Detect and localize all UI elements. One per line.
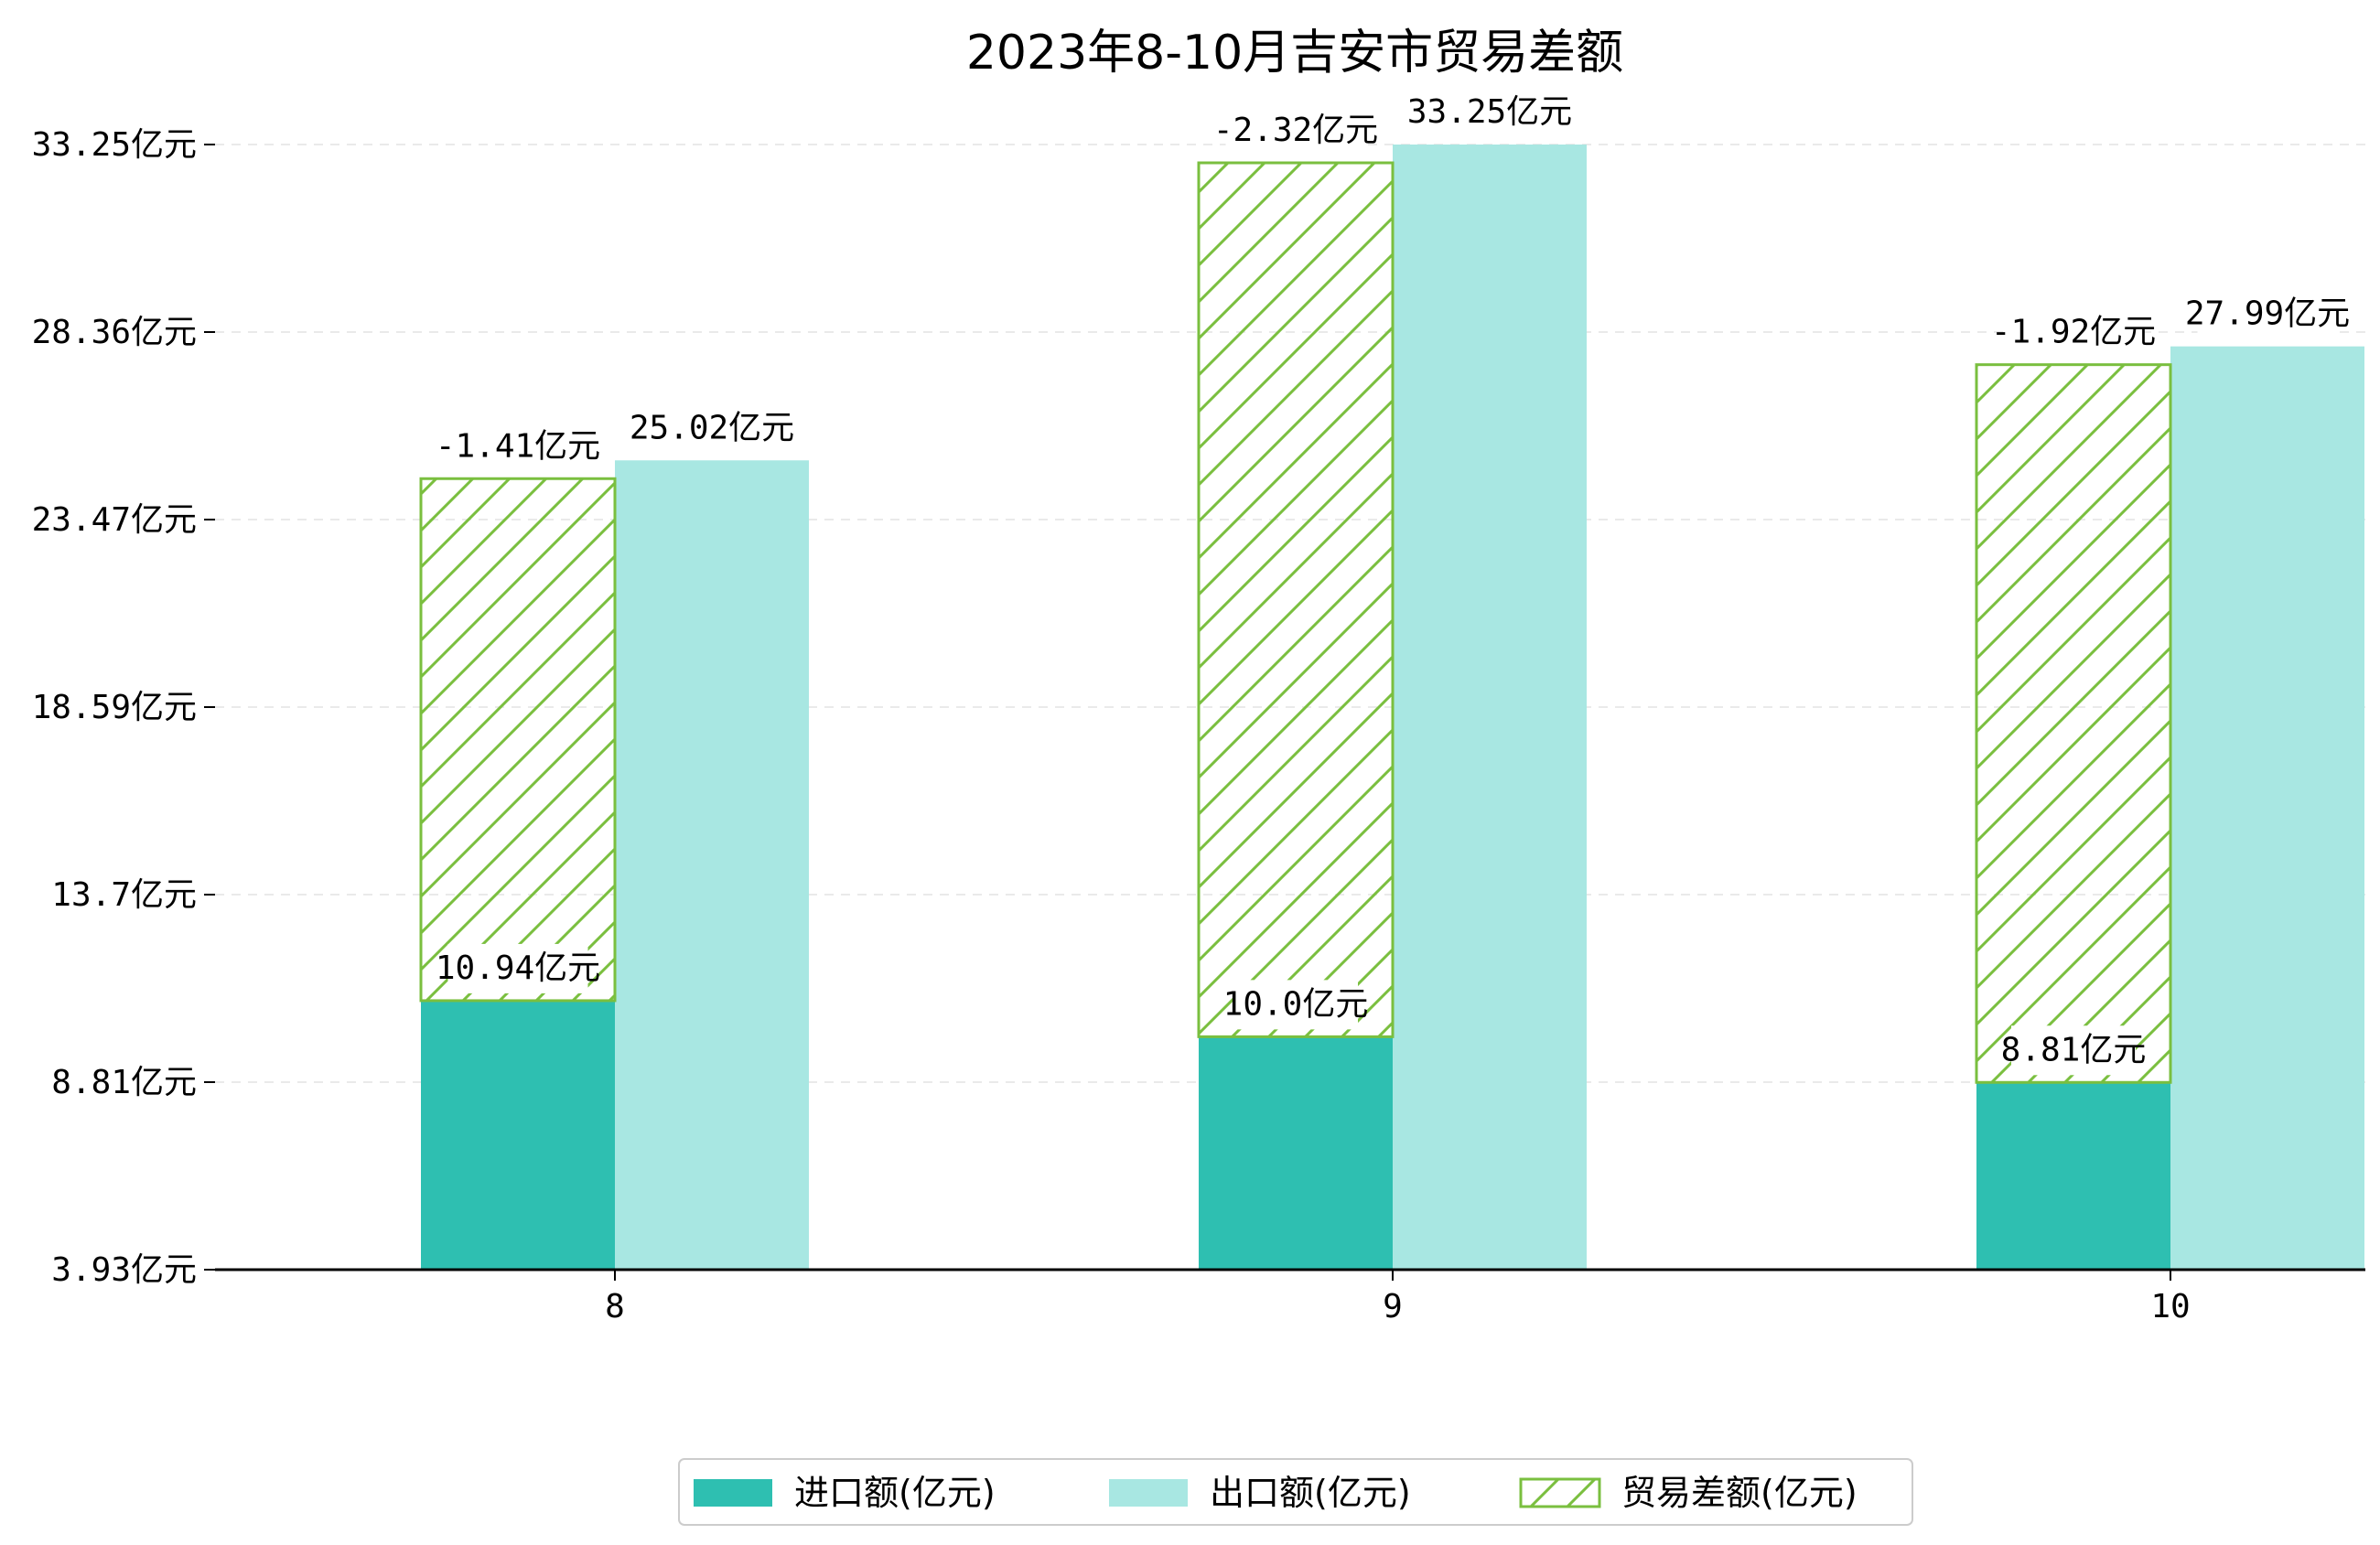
y-tick-label: 13.7亿元 [51,876,197,914]
export-label: 27.99亿元 [2185,295,2350,333]
export-bar [615,460,809,1270]
balance-bar [1197,161,1395,1038]
export-label: 25.02亿元 [630,409,794,446]
balance-label-bg [1225,106,1366,156]
import-label: 8.81亿元 [2001,1031,2147,1068]
import-label-bg [1233,980,1358,1030]
import-bar [1976,1082,2170,1270]
x-tick-label: 8 [605,1288,625,1325]
export-label-bg [2197,289,2338,339]
balance-label: -1.92亿元 [1991,314,2156,351]
import-label: 10.94亿元 [436,950,600,987]
labels-layer: -1.41亿元 25.02亿元 10.94亿元 -2.32亿元 33.25亿元 10.0亿… [436,88,2350,1076]
import-bar [421,1000,615,1270]
y-tick-label: 33.25亿元 [32,126,197,164]
y-tick-label: 3.93亿元 [51,1251,197,1289]
legend-swatch [694,1479,772,1507]
x-tick-label: 9 [1383,1288,1403,1325]
import-label: 10.0亿元 [1223,985,1369,1023]
legend-swatch [1519,1477,1601,1508]
balance-bar [419,477,617,1003]
legend-box [678,1458,1913,1526]
x-tick-label: 10 [2150,1288,2190,1325]
export-bar [2170,346,2364,1271]
balance-label: -1.41亿元 [436,427,600,465]
import-bar [1199,1036,1393,1270]
legend-label: 出口额(亿元) [1210,1473,1411,1513]
y-tick-label: 18.59亿元 [32,689,197,726]
axes-layer: 3.93亿元 8.81亿元 13.7亿元 18.59亿元 23.47亿元 28.36亿元 3… [32,126,2365,1325]
bars-layer [419,145,2364,1271]
balance-label-bg [2003,307,2144,358]
y-tick-label: 23.47亿元 [32,501,197,539]
import-label-bg [2011,1025,2136,1076]
y-tick-label: 8.81亿元 [51,1064,197,1101]
import-label-bg [447,943,588,993]
export-label-bg [641,403,782,454]
chart-title: 2023年8-10月吉安市贸易差额 [966,26,1623,80]
legend-swatch [1109,1479,1188,1507]
y-tick-label: 28.36亿元 [32,314,197,351]
balance-bar [1975,363,2172,1084]
legend-label: 贸易差额(亿元) [1621,1473,1858,1513]
export-label-bg [1419,88,1560,137]
legend: 进口额(亿元) 出口额(亿元) 贸易差额(亿元) [678,1458,1913,1526]
balance-label: -2.32亿元 [1213,112,1378,149]
balance-label-bg [447,422,588,472]
export-bar [1393,145,1587,1270]
export-label: 33.25亿元 [1407,93,1572,131]
legend-label: 进口额(亿元) [794,1473,996,1513]
